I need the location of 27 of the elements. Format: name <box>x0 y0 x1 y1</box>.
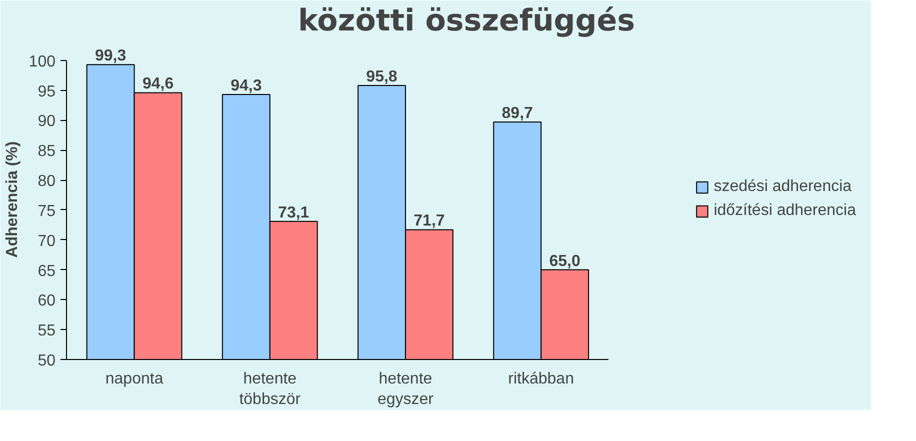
chart-title: közötti összefüggés <box>298 4 635 38</box>
data-label: 65,0 <box>549 252 580 270</box>
y-tick-label: 75 <box>38 202 56 220</box>
x-tick-label: ritkábban <box>508 370 574 388</box>
y-tick-label: 85 <box>38 143 56 160</box>
y-tick-label: 65 <box>38 262 56 280</box>
y-tick-label: 60 <box>38 292 56 310</box>
y-tick-label: 90 <box>38 113 56 130</box>
data-label: 71,7 <box>414 212 445 230</box>
y-tick-label: 80 <box>38 173 56 190</box>
y-axis-title: Adherencia (%) <box>4 141 21 258</box>
data-label: 94,3 <box>230 78 262 95</box>
data-label: 95,8 <box>366 68 398 86</box>
y-tick-label: 50 <box>38 352 56 370</box>
legend-label: szedési adherencia <box>714 178 852 196</box>
legend-label: időzítési adherencia <box>714 202 856 220</box>
x-tick-label: hetente egyszer <box>377 370 434 408</box>
y-tick-label: 55 <box>38 322 56 340</box>
x-tick-label: naponta <box>105 370 164 388</box>
y-tick-label: 95 <box>38 83 56 100</box>
data-label: 94,6 <box>142 76 174 93</box>
data-label: 73,1 <box>278 204 310 222</box>
data-label: 89,7 <box>502 105 534 122</box>
data-label: 99,3 <box>94 48 126 65</box>
x-tick-label: hetente többször <box>239 370 302 408</box>
y-tick-label: 70 <box>38 232 56 250</box>
y-tick-label: 100 <box>28 53 56 70</box>
